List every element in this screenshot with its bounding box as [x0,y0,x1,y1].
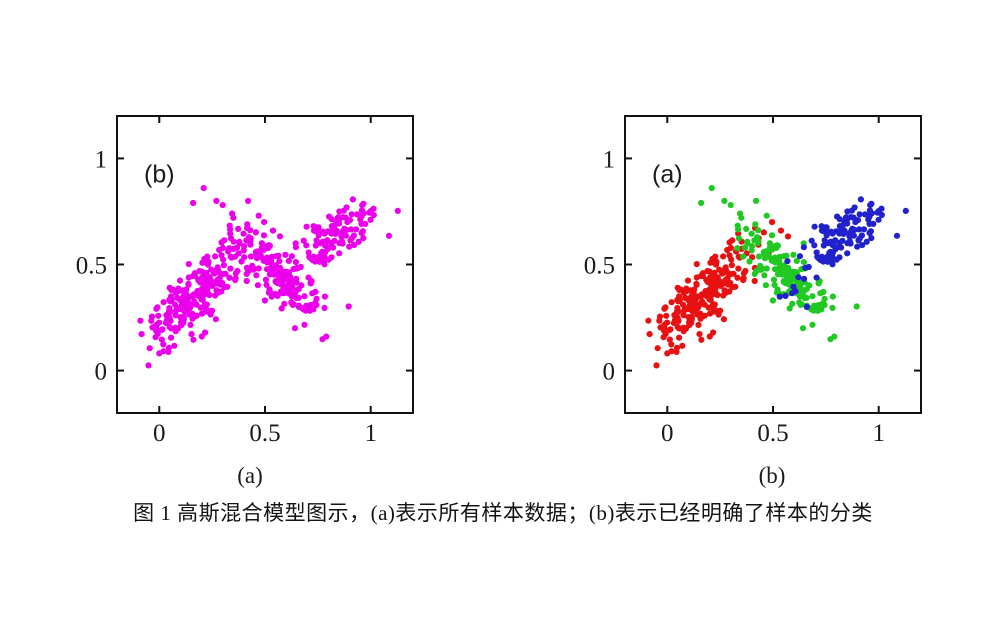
scatter-points-class-3-blue-upper-right-ascending [776,196,909,310]
y-tick-label: 1 [95,146,108,173]
x-tick-label: 1 [872,420,885,447]
y-tick-label: 0.5 [76,253,107,280]
y-tick-label: 0 [95,359,108,386]
axis-ticks [117,116,413,413]
figure-caption: 图 1 高斯混合模型图示，(a)表示所有样本数据；(b)表示已经明确了样本的分类 [133,501,873,525]
x-tick-label: 0.5 [757,420,788,447]
y-tick-label: 1 [603,146,616,173]
tick-labels: 0 0.5 1 0 0.5 1 [76,146,377,447]
axis-ticks [625,116,921,413]
x-tick-label: 0 [153,420,166,447]
scatter-points-class-1-red-lower-left-ascending [645,219,792,369]
x-tick-label: 0.5 [249,420,280,447]
scatter-points-class-1-red-lower-left-ascending [137,219,284,369]
x-tick-label: 1 [364,420,377,447]
scatter-plot-classified-samples: 0 0.5 1 0 0.5 1 (a) [584,115,922,447]
scatter-plot-all-samples: 0 0.5 1 0 0.5 1 (b) [76,115,414,447]
panel-right-subcaption: (b) [758,463,786,488]
y-tick-label: 0 [603,359,616,386]
x-tick-label: 0 [661,420,674,447]
panel-inner-label: (b) [144,160,175,188]
panel-left-subcaption: (a) [237,463,263,488]
y-tick-label: 0.5 [584,253,615,280]
scatter-points-class-3-blue-upper-right-ascending [268,196,401,310]
panel-inner-label: (a) [652,160,683,188]
tick-labels: 0 0.5 1 0 0.5 1 [584,146,885,447]
